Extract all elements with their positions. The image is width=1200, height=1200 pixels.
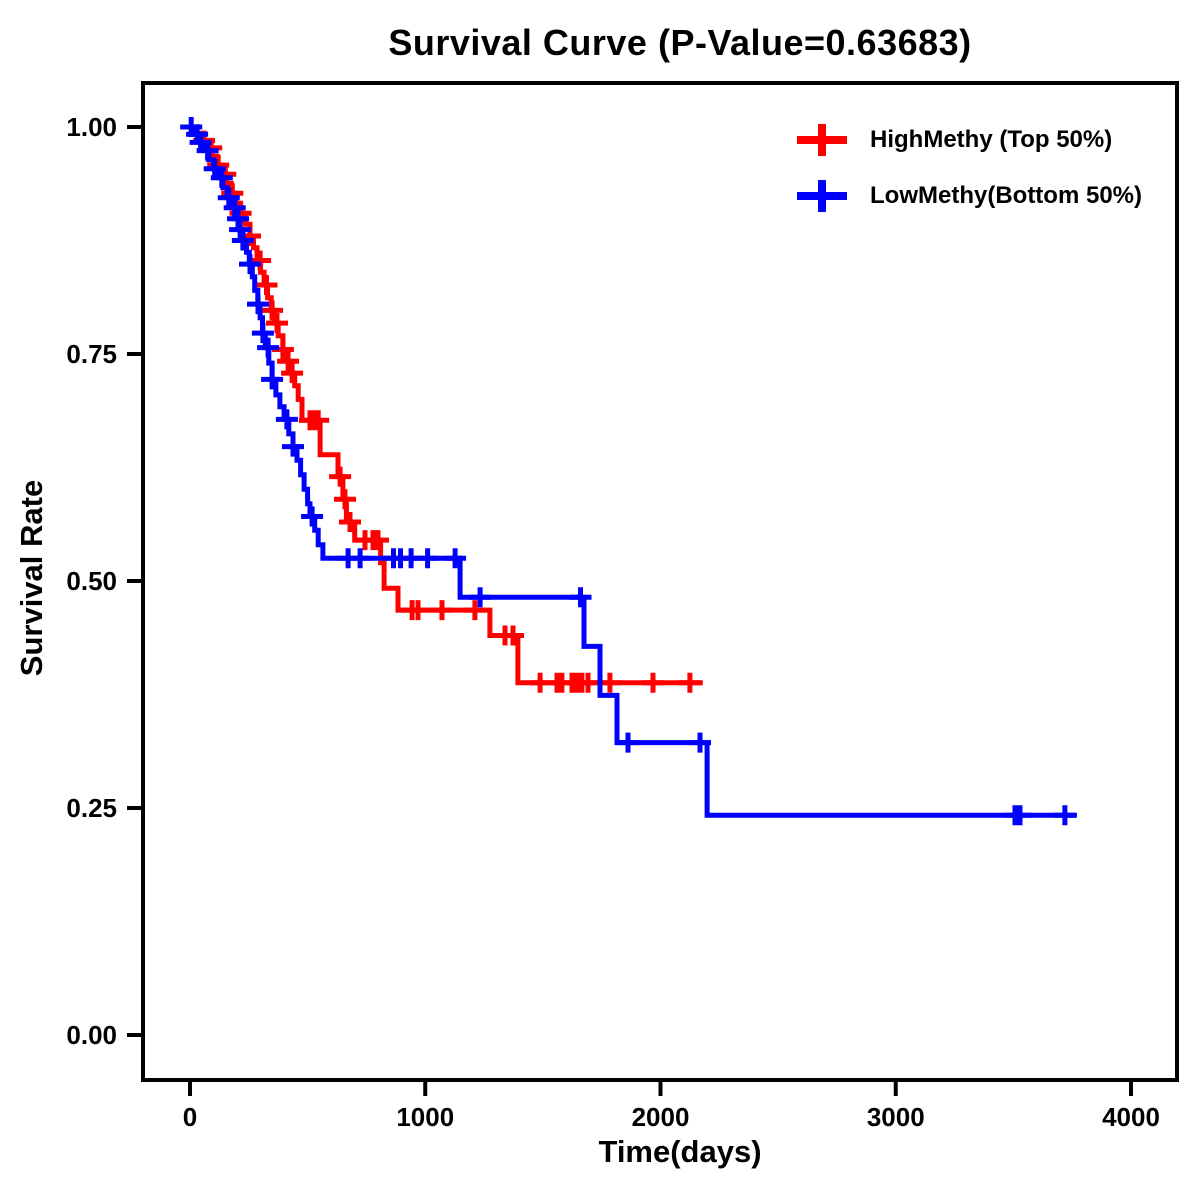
x-tick-label: 3000 (867, 1102, 925, 1132)
x-tick-label: 0 (183, 1102, 197, 1132)
lowmethy-censor-marks (180, 117, 1076, 826)
plot-border (141, 81, 1179, 1082)
legend-marker-lowmethy (797, 180, 847, 212)
y-tick-label: 0.25 (66, 793, 117, 823)
y-tick-label: 0.00 (66, 1020, 117, 1050)
legend-marker-highmethy (797, 124, 847, 156)
x-tick-label: 4000 (1102, 1102, 1160, 1132)
y-tick-label: 0.75 (66, 339, 117, 369)
highmethy-curve (190, 124, 703, 686)
chart-title: Survival Curve (P-Value=0.63683) (388, 22, 972, 63)
highmethy-censor-marks (193, 130, 701, 693)
y-tick-label: 0.50 (66, 566, 117, 596)
x-axis-label: Time(days) (598, 1134, 762, 1169)
lowmethy-curve (190, 124, 1077, 818)
legend-label-lowmethy: LowMethy(Bottom 50%) (870, 182, 1142, 209)
y-axis-label: Survival Rate (14, 479, 49, 677)
y-tick-label: 1.00 (66, 112, 117, 142)
x-tick-label: 1000 (396, 1102, 454, 1132)
x-tick-label: 2000 (632, 1102, 690, 1132)
legend-label-highmethy: HighMethy (Top 50%) (870, 126, 1113, 153)
